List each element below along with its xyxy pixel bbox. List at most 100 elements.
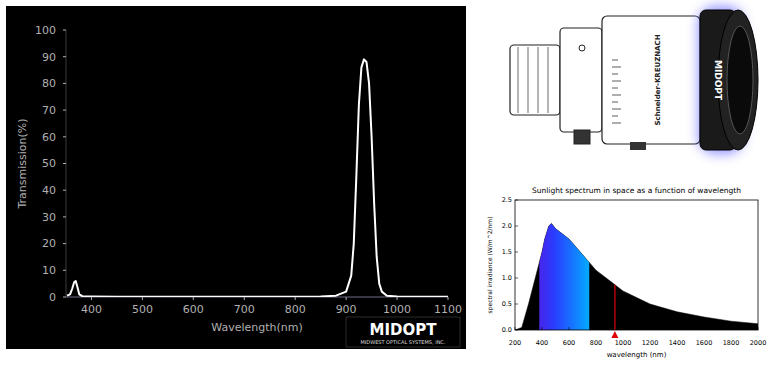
y-tick	[515, 252, 518, 253]
y-tick-label: 40	[42, 184, 56, 197]
lens-illustration: Schneider-KREUZNACHMIDOPT	[510, 6, 758, 154]
scale-mark	[612, 67, 621, 68]
y-tick	[515, 304, 518, 305]
logo-subtitle: MIDWEST OPTICAL SYSTEMS, INC.	[361, 339, 446, 345]
highlight-marker	[611, 331, 618, 338]
x-tick	[91, 297, 92, 300]
y-tick-label: 80	[42, 77, 56, 90]
x-tick-label: 1600	[696, 339, 713, 347]
x-tick	[448, 297, 449, 300]
x-tick-label: 1100	[434, 303, 462, 316]
background	[0, 0, 773, 365]
x-tick-label: 1000	[383, 303, 411, 316]
y-tick	[63, 243, 66, 244]
y-tick-label: 0.5	[502, 300, 512, 308]
visible-color-band	[539, 223, 589, 330]
scale-mark	[612, 116, 618, 117]
lens-ring	[560, 28, 602, 132]
chart-title: Sunlight spectrum in space as a function…	[532, 186, 741, 195]
y-axis-title: Transmission(%)	[16, 118, 29, 209]
x-tick-label: 1400	[669, 339, 686, 347]
x-tick-label: 400	[81, 303, 102, 316]
scale-mark	[612, 88, 618, 89]
x-tick-label: 1000	[615, 339, 632, 347]
page: 4005006007008009001000110001020304050607…	[0, 0, 773, 365]
x-tick-label: 600	[183, 303, 204, 316]
y-tick	[63, 297, 66, 298]
y-tick-label: 2.0	[502, 222, 512, 230]
lens-rib	[528, 47, 529, 113]
y-axis-title: spectral irradiance (W/m^2/nm)	[486, 216, 494, 313]
scale-mark	[612, 102, 618, 103]
filter-glass	[727, 26, 753, 134]
x-tick	[596, 327, 597, 330]
y-tick	[515, 200, 518, 201]
y-tick-label: 10	[42, 264, 56, 277]
y-tick-label: 100	[35, 24, 56, 37]
x-tick	[515, 327, 516, 330]
x-tick-label: 1800	[723, 339, 740, 347]
x-tick-label: 500	[132, 303, 153, 316]
x-axis-title: wavelength (nm)	[607, 351, 667, 359]
transmission-line	[67, 59, 448, 296]
plot-frame	[515, 200, 758, 330]
x-tick-label: 800	[590, 339, 602, 347]
y-tick	[63, 110, 66, 111]
lens-screw	[579, 45, 585, 51]
x-tick	[704, 327, 705, 330]
x-tick	[295, 297, 296, 300]
scale-mark	[612, 109, 621, 110]
x-tick-label: 700	[234, 303, 255, 316]
x-tick	[397, 297, 398, 300]
y-tick-label: 0	[49, 291, 56, 304]
y-tick-label: 90	[42, 51, 56, 64]
x-tick	[731, 327, 732, 330]
x-tick	[193, 297, 194, 300]
highlight-line	[614, 285, 615, 330]
spectrum-area	[515, 223, 758, 330]
lens-knob	[574, 130, 590, 144]
x-tick	[650, 327, 651, 330]
x-tick	[142, 297, 143, 300]
x-tick-label: 1200	[642, 339, 659, 347]
logo-box	[346, 317, 460, 347]
y-tick-label: 1.0	[502, 274, 512, 282]
x-tick-label: 400	[536, 339, 548, 347]
x-tick	[542, 327, 543, 330]
x-tick-label: 900	[336, 303, 357, 316]
x-tick-label: 800	[285, 303, 306, 316]
plot-area	[515, 223, 758, 330]
scale-mark	[612, 74, 618, 75]
x-tick-label: 2000	[750, 339, 767, 347]
y-tick	[63, 30, 66, 31]
lens-rib	[518, 47, 519, 113]
scale-mark	[612, 123, 621, 124]
y-tick-label: 70	[42, 104, 56, 117]
scale-mark	[612, 81, 621, 82]
filter-label: MIDOPT	[713, 60, 723, 101]
y-tick	[515, 278, 518, 279]
y-tick-label: 2.5	[502, 196, 512, 204]
x-tick-label: 600	[563, 339, 575, 347]
y-tick	[515, 330, 518, 331]
y-tick	[515, 226, 518, 227]
visible-band-group	[539, 223, 589, 330]
y-tick	[63, 270, 66, 271]
y-tick	[63, 190, 66, 191]
y-tick	[63, 56, 66, 57]
x-tick	[346, 297, 347, 300]
x-tick-label: 200	[509, 339, 521, 347]
logo-text: MIDOPT	[370, 321, 438, 339]
y-tick	[63, 83, 66, 84]
x-tick	[244, 297, 245, 300]
panel-background	[6, 6, 466, 349]
y-tick-label: 50	[42, 157, 56, 170]
y-tick	[63, 163, 66, 164]
y-tick-label: 30	[42, 211, 56, 224]
scale-mark	[612, 60, 618, 61]
x-tick	[623, 327, 624, 330]
x-tick	[677, 327, 678, 330]
lens-rib	[548, 47, 549, 113]
y-tick-label: 20	[42, 237, 56, 250]
lens-knob	[630, 142, 646, 150]
